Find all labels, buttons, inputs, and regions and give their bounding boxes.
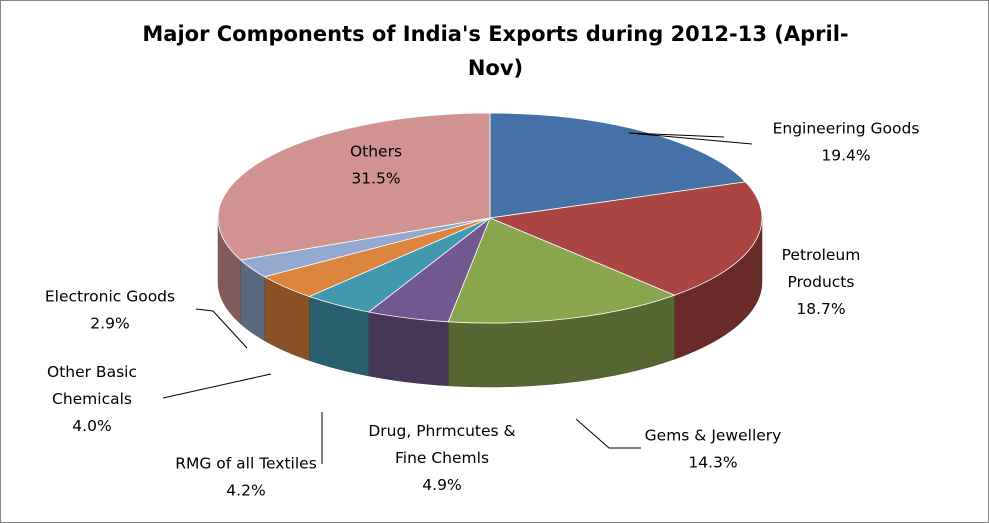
slice-label-gems-jewellery: Gems & Jewellery 14.3% bbox=[645, 426, 782, 471]
slice-name-text: Drug, Phrmcutes & bbox=[368, 422, 515, 440]
slice-name-text: Others bbox=[350, 142, 402, 160]
slice-name-text: RMG of all Textiles bbox=[175, 454, 317, 472]
slice-value-text: 4.0% bbox=[72, 417, 111, 435]
leader-lines bbox=[162, 132, 753, 464]
slice-label-drug-phrmcutes-fine-chemls: Drug, Phrmcutes & Fine Chemls 4.9% bbox=[368, 422, 515, 494]
slice-label-other-basic-chemicals: Other Basic Chemicals 4.0% bbox=[47, 363, 137, 435]
slice-engineering-goods bbox=[489, 112, 747, 219]
slice-name-text: Engineering Goods bbox=[773, 119, 920, 137]
slice-labels: Engineering Goods 19.4% Petroleum Products 1… bbox=[45, 119, 920, 499]
slice-name-text: Chemicals bbox=[52, 390, 132, 408]
slice-others bbox=[217, 112, 491, 261]
pie-sides bbox=[217, 217, 763, 388]
slice-name-text: Other Basic bbox=[47, 363, 137, 381]
chart-title: Major Components of India's Exports duri… bbox=[1, 17, 988, 85]
slice-value-text: 4.9% bbox=[422, 476, 461, 494]
slice-label-electronic-goods: Electronic Goods 2.9% bbox=[45, 287, 175, 332]
slice-gems-jewellery bbox=[447, 217, 676, 324]
leader-line-electronic-goods bbox=[195, 308, 248, 349]
slice-value-text: 14.3% bbox=[688, 453, 737, 471]
slice-name-text: Fine Chemls bbox=[395, 449, 489, 467]
slice-label-rmg-of-all-textiles: RMG of all Textiles 4.2% bbox=[175, 454, 317, 499]
leader-line-other-basic-chemicals bbox=[162, 373, 272, 399]
slice-value-text: 31.5% bbox=[351, 169, 400, 187]
slice-name-text: Products bbox=[788, 273, 855, 291]
leader-line-gems-jewellery bbox=[575, 418, 641, 449]
slice-label-engineering-goods: Engineering Goods 19.4% bbox=[773, 119, 920, 164]
chart-title-line-2: Nov) bbox=[467, 56, 524, 80]
slice-value-text: 18.7% bbox=[796, 300, 845, 318]
slice-value-text: 2.9% bbox=[90, 314, 129, 332]
slice-name-text: Electronic Goods bbox=[45, 287, 175, 305]
slice-value-text: 19.4% bbox=[821, 146, 870, 164]
slice-label-others: Others 31.5% bbox=[350, 142, 402, 187]
slice-petroleum-products bbox=[488, 181, 763, 296]
slice-value-text: 4.2% bbox=[226, 481, 265, 499]
chart-title-line-1: Major Components of India's Exports duri… bbox=[142, 22, 849, 46]
slice-name-text: Petroleum bbox=[782, 246, 861, 264]
leader-line-engineering-goods bbox=[628, 132, 753, 145]
slice-label-petroleum-products: Petroleum Products 18.7% bbox=[782, 246, 861, 318]
pie-tops bbox=[217, 112, 763, 324]
slice-name-text: Gems & Jewellery bbox=[645, 426, 782, 444]
slice-side-drug-phrmcutes-fine-chemls bbox=[368, 311, 449, 387]
